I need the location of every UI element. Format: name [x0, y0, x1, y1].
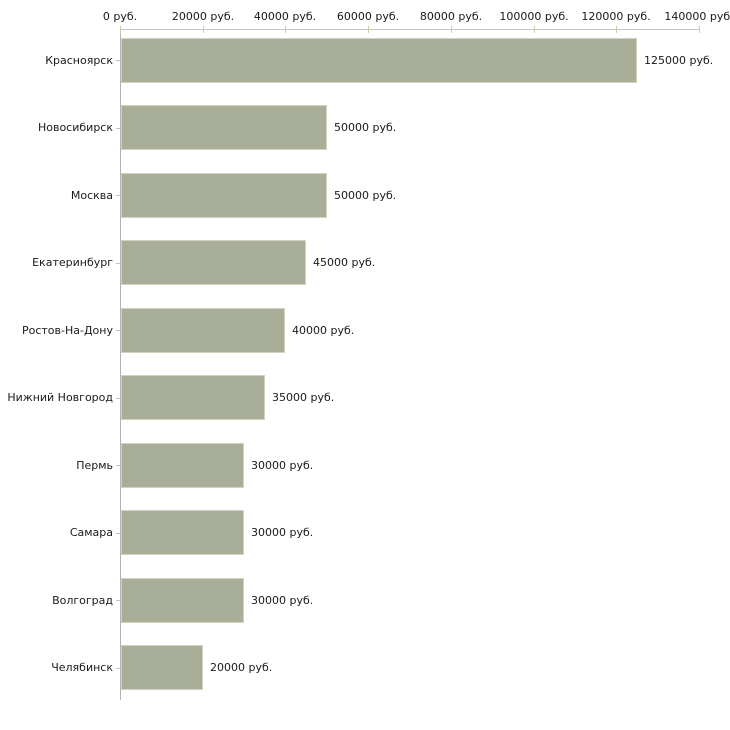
bar: [121, 37, 637, 83]
x-axis-tick-label: 40000 руб.: [253, 10, 317, 23]
category-label: Челябинск: [51, 661, 113, 674]
y-axis-tick: [116, 127, 120, 129]
y-axis-tick: [116, 262, 120, 264]
x-axis-tick-label: 80000 руб.: [419, 10, 483, 23]
bar: [121, 375, 265, 420]
category-label: Красноярск: [45, 53, 113, 67]
x-axis-line: [120, 29, 700, 30]
bar: [121, 172, 327, 218]
category-label: Самара: [69, 526, 113, 539]
y-axis-tick: [116, 465, 120, 466]
bar: [121, 645, 203, 690]
bar: [121, 105, 327, 150]
x-axis-tick-label: 20000 руб.: [171, 10, 235, 23]
x-axis-tick-label: 120000 руб.: [581, 10, 651, 23]
category-label: Новосибирск: [37, 121, 113, 134]
bar: [121, 442, 244, 488]
value-label: 35000 руб.: [272, 391, 335, 404]
y-axis-tick: [116, 60, 120, 61]
x-axis-tick: [285, 26, 286, 33]
value-label: 30000 руб.: [251, 458, 314, 472]
category-label: Екатеринбург: [32, 256, 113, 269]
y-axis-tick: [116, 397, 120, 399]
category-label: Ростов-На-Дону: [21, 323, 113, 337]
category-label: Волгоград: [52, 593, 113, 607]
y-axis-line: [120, 26, 121, 700]
x-axis-tick: [203, 26, 204, 33]
value-label: 125000 руб.: [644, 53, 714, 67]
x-axis-tick-label: 0 руб.: [102, 10, 138, 23]
value-label: 50000 руб.: [334, 121, 397, 134]
category-label: Москва: [70, 188, 113, 202]
x-axis-tick: [120, 26, 121, 33]
x-axis-tick: [699, 26, 700, 33]
x-axis-tick-label: 100000 руб.: [499, 10, 569, 23]
y-axis-tick: [116, 667, 120, 669]
value-label: 45000 руб.: [313, 256, 376, 269]
bar: [121, 577, 244, 623]
category-label: Пермь: [76, 458, 113, 472]
x-axis-tick-label: 60000 руб.: [336, 10, 400, 23]
value-label: 40000 руб.: [292, 323, 355, 337]
bar: [121, 240, 306, 285]
y-axis-tick: [116, 532, 120, 534]
value-label: 30000 руб.: [251, 526, 314, 539]
y-axis-tick: [116, 195, 120, 196]
bar: [121, 510, 244, 555]
y-axis-tick: [116, 330, 120, 331]
x-axis-tick: [368, 26, 369, 33]
x-axis-tick-label: 140000 руб.: [664, 10, 730, 23]
x-axis-tick: [534, 26, 535, 33]
category-label: Нижний Новгород: [7, 391, 113, 404]
value-label: 20000 руб.: [210, 661, 273, 674]
value-label: 50000 руб.: [334, 188, 397, 202]
value-label: 30000 руб.: [251, 593, 314, 607]
x-axis-tick: [451, 26, 452, 33]
y-axis-tick: [116, 600, 120, 601]
x-axis-tick: [616, 26, 617, 33]
bar: [121, 307, 285, 353]
